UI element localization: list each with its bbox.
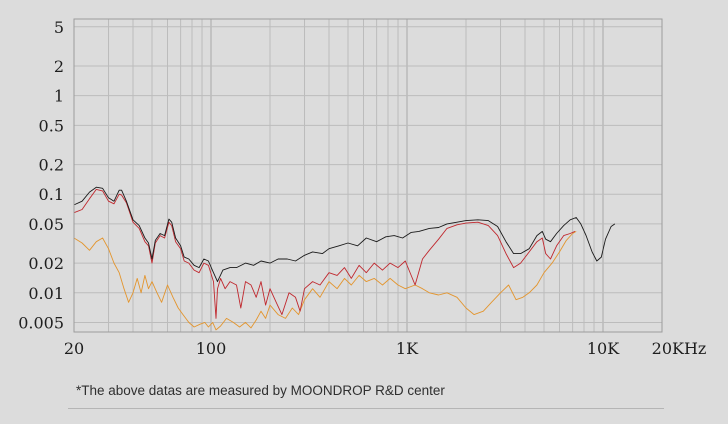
footnote-divider bbox=[68, 408, 664, 409]
y-tick-label: 5 bbox=[54, 18, 64, 37]
x-tick-label: 20 bbox=[64, 339, 84, 358]
series-line-black bbox=[73, 186, 616, 283]
grid bbox=[73, 19, 663, 332]
y-tick-label: 0.01 bbox=[28, 284, 64, 303]
y-tick-label: 0.1 bbox=[39, 185, 64, 204]
series-layer bbox=[73, 186, 616, 331]
series-line-orange bbox=[73, 231, 577, 331]
measurement-footnote: *The above datas are measured by MOONDRO… bbox=[76, 383, 445, 398]
x-tick-label: 20KHz bbox=[652, 339, 707, 358]
y-tick-label: 0.02 bbox=[28, 254, 64, 273]
y-tick-label: 2 bbox=[54, 57, 64, 76]
x-tick-label: 1K bbox=[396, 339, 419, 358]
y-tick-label: 0.05 bbox=[28, 215, 64, 234]
x-tick-label: 100 bbox=[196, 339, 227, 358]
series-line-red bbox=[73, 188, 576, 319]
plot-frame bbox=[73, 18, 663, 333]
y-tick-label: 0.005 bbox=[18, 313, 64, 332]
y-tick-label: 0.2 bbox=[39, 156, 64, 175]
y-tick-label: 0.5 bbox=[39, 116, 64, 135]
x-tick-label: 10K bbox=[587, 339, 620, 358]
plot-background bbox=[74, 19, 662, 332]
y-tick-label: 1 bbox=[54, 87, 64, 106]
